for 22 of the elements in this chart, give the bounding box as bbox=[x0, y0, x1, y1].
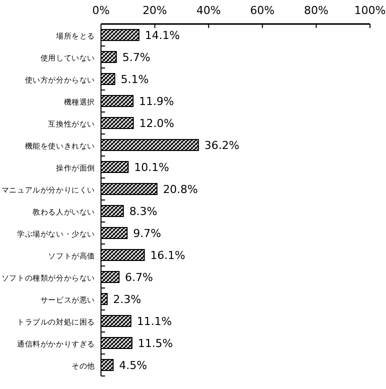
x-tick-label: 60% bbox=[250, 4, 275, 17]
x-tick-label: 0% bbox=[92, 4, 110, 17]
data-label: 5.7% bbox=[122, 51, 150, 64]
data-label: 36.2% bbox=[204, 139, 240, 152]
data-label: 8.3% bbox=[129, 205, 158, 218]
data-label: 11.1% bbox=[136, 315, 172, 328]
data-label: 12.0% bbox=[139, 117, 174, 130]
data-label: 4.5% bbox=[119, 359, 148, 372]
data-label: 16.1% bbox=[150, 249, 186, 262]
data-label: 5.1% bbox=[120, 73, 149, 86]
data-label: 2.3% bbox=[113, 293, 142, 306]
data-label: 10.1% bbox=[134, 161, 170, 174]
data-label: 11.5% bbox=[138, 337, 173, 350]
data-label: 9.7% bbox=[133, 227, 162, 240]
data-label: 14.1% bbox=[144, 29, 180, 42]
x-tick-label: 20% bbox=[142, 4, 168, 17]
x-tick-label: 80% bbox=[304, 4, 328, 17]
x-tick-label: 40% bbox=[196, 4, 221, 17]
data-label: 6.7% bbox=[125, 271, 153, 284]
data-label: 11.9% bbox=[139, 95, 174, 108]
x-tick-label: 100% bbox=[354, 4, 386, 17]
data-label: 20.8% bbox=[162, 183, 198, 196]
